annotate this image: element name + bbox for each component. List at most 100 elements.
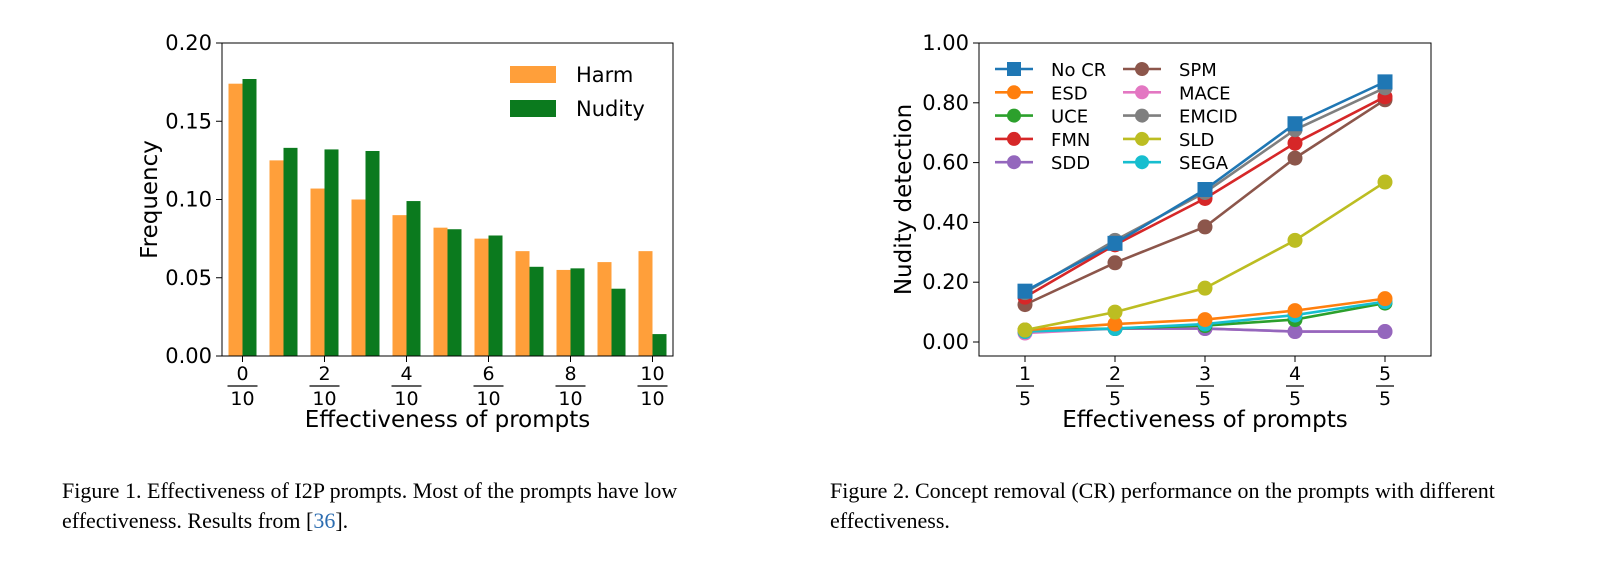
- x-tick-label-den: 5: [1109, 388, 1121, 410]
- point-sld-4: [1377, 174, 1393, 190]
- x-axis-label: Effectiveness of prompts: [1062, 407, 1347, 433]
- legend-label-sld: SLD: [1179, 130, 1214, 151]
- figure-1-caption-text: Figure 1. Effectiveness of I2P prompts. …: [62, 478, 678, 533]
- x-tick-label-num: 4: [1289, 363, 1301, 385]
- legend-marker-no-cr: [1007, 62, 1021, 76]
- point-no-cr-0: [1017, 283, 1033, 299]
- chart-2: 0.000.200.400.600.801.001525354555Effect…: [891, 31, 1432, 433]
- legend-marker-uce: [1007, 108, 1021, 123]
- y-tick-label: 0.20: [165, 31, 212, 55]
- point-spm-1: [1107, 255, 1123, 271]
- x-tick-label-num: 0: [236, 363, 248, 385]
- bar-harm-2: [310, 188, 325, 356]
- legend-label-mace: MACE: [1179, 83, 1230, 104]
- figure-1-caption-end: ].: [335, 508, 349, 533]
- x-tick-label-den: 10: [312, 388, 336, 410]
- bar-harm-4: [392, 215, 407, 356]
- x-tick-label-den: 10: [476, 388, 500, 410]
- bar-nudity-0: [242, 78, 257, 357]
- legend-label-spm: SPM: [1179, 60, 1217, 81]
- bar-harm-9: [597, 262, 612, 356]
- y-tick-label: 0.40: [922, 210, 969, 234]
- y-tick-label: 0.60: [922, 151, 969, 175]
- y-tick-label: 0.15: [165, 109, 212, 133]
- legend-marker-mace: [1135, 85, 1149, 100]
- point-no-cr-4: [1377, 74, 1393, 90]
- legend-label-sdd: SDD: [1051, 153, 1090, 174]
- legend-marker-fmn: [1007, 131, 1021, 146]
- point-esd-3: [1287, 303, 1303, 319]
- y-tick-label: 0.05: [165, 266, 212, 290]
- point-no-cr-3: [1287, 116, 1303, 132]
- bar-nudity-2: [324, 149, 339, 356]
- x-tick-label-den: 5: [1019, 388, 1031, 410]
- legend-marker-spm: [1135, 62, 1149, 76]
- point-sld-1: [1107, 304, 1123, 320]
- legend-label-esd: ESD: [1051, 83, 1088, 104]
- x-tick-label-den: 5: [1379, 388, 1391, 410]
- point-sdd-4: [1377, 324, 1393, 340]
- point-sld-2: [1197, 280, 1213, 296]
- bar-nudity-1: [283, 147, 298, 356]
- x-tick-label-num: 1: [1019, 363, 1031, 385]
- point-esd-4: [1377, 291, 1393, 307]
- y-tick-label: 0.80: [922, 91, 969, 115]
- legend-marker-sdd: [1007, 155, 1021, 170]
- figure-2-caption: Figure 2. Concept removal (CR) performan…: [830, 478, 1495, 533]
- legend-swatch-harm: [510, 66, 556, 83]
- x-tick-label-num: 2: [1109, 363, 1121, 385]
- x-tick-label-num: 8: [564, 363, 576, 385]
- legend: Harm Nudity: [510, 63, 645, 121]
- legend-marker-emcid: [1135, 108, 1149, 123]
- x-tick-label-num: 4: [400, 363, 412, 385]
- x-tick-label-den: 10: [394, 388, 418, 410]
- bar-harm-5: [433, 227, 448, 356]
- bar-harm-6: [474, 238, 489, 356]
- legend-label-uce: UCE: [1051, 107, 1088, 128]
- bar-harm-8: [556, 269, 571, 356]
- point-sld-0: [1017, 322, 1033, 338]
- citation-link[interactable]: 36: [313, 508, 336, 533]
- bar-nudity-10: [652, 334, 667, 356]
- legend-swatch-nudity: [510, 100, 556, 117]
- x-tick-label-den: 10: [230, 388, 254, 410]
- x-tick-label-den: 5: [1199, 388, 1211, 410]
- y-axis-label: Frequency: [137, 140, 163, 259]
- point-spm-3: [1287, 150, 1303, 166]
- x-tick-label-den: 5: [1289, 388, 1301, 410]
- legend-label-emcid: EMCID: [1179, 107, 1238, 128]
- legend-label-nudity: Nudity: [576, 97, 645, 121]
- y-tick-label: 1.00: [922, 31, 969, 55]
- bar-nudity-7: [529, 266, 544, 356]
- x-tick-label-num: 10: [640, 363, 664, 385]
- legend-marker-esd: [1007, 85, 1021, 100]
- legend-label-no-cr: No CR: [1051, 60, 1106, 81]
- x-axis-label: Effectiveness of prompts: [305, 407, 590, 433]
- figure-1-caption: Figure 1. Effectiveness of I2P prompts. …: [62, 476, 782, 536]
- y-tick-label: 0.00: [922, 330, 969, 354]
- x-tick-label-num: 2: [318, 363, 330, 385]
- x-tick-label-num: 5: [1379, 363, 1391, 385]
- bar-harm-1: [269, 160, 284, 356]
- point-sld-3: [1287, 232, 1303, 248]
- bar-nudity-4: [406, 201, 421, 356]
- y-tick-label: 0.20: [922, 270, 969, 294]
- bar-nudity-5: [447, 229, 462, 356]
- y-tick-label: 0.10: [165, 188, 212, 212]
- legend-label-fmn: FMN: [1051, 130, 1090, 151]
- bar-nudity-9: [611, 288, 626, 356]
- bar-harm-0: [228, 83, 243, 356]
- point-no-cr-1: [1107, 235, 1123, 251]
- legend-label-sega: SEGA: [1179, 153, 1229, 174]
- bar-nudity-8: [570, 268, 585, 356]
- x-tick-label-num: 6: [482, 363, 494, 385]
- chart-1: 0.000.050.100.150.200102104106108101010E…: [137, 31, 674, 433]
- legend-marker-sld: [1135, 131, 1149, 146]
- point-fmn-3: [1287, 135, 1303, 151]
- x-tick-label-num: 3: [1199, 363, 1211, 385]
- bar-harm-3: [351, 199, 366, 356]
- x-tick-label-den: 10: [558, 388, 582, 410]
- y-tick-label: 0.00: [165, 344, 212, 368]
